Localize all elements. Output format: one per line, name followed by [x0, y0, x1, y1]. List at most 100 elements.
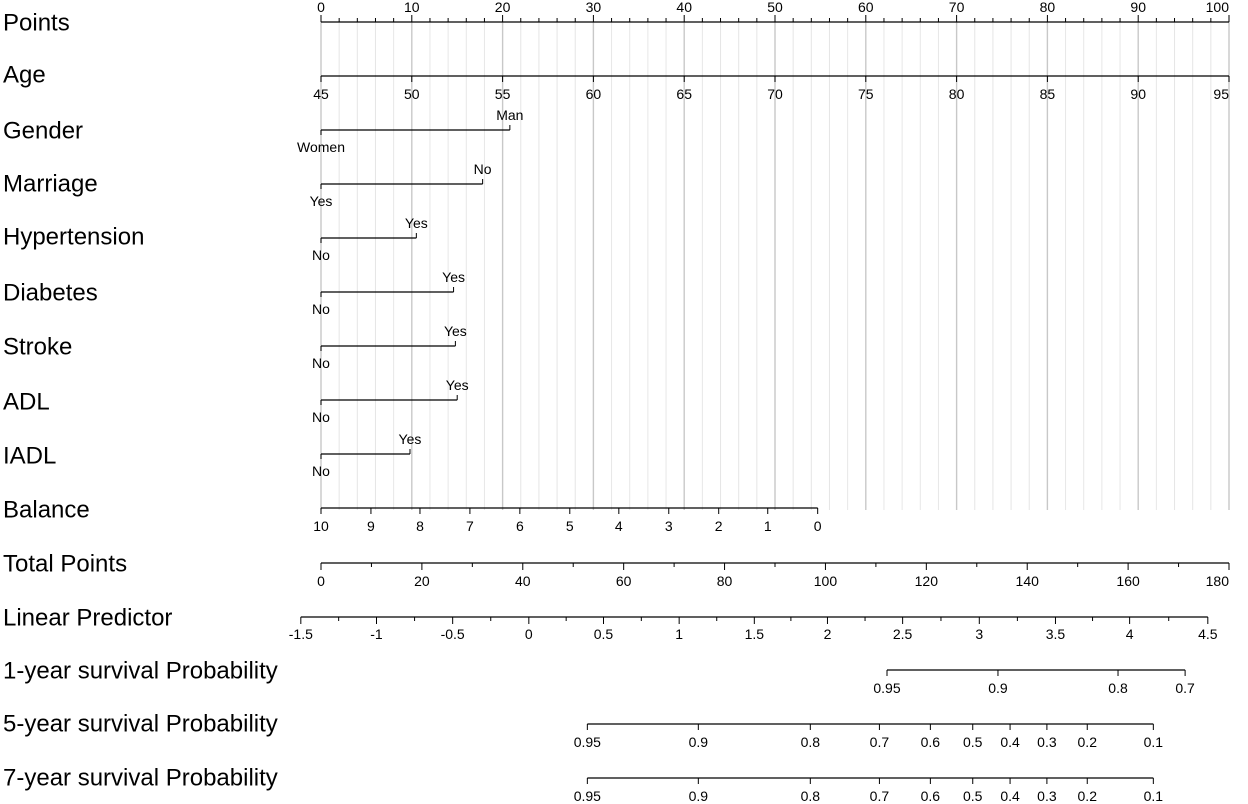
scale-label: 1-year survival Probability	[3, 657, 278, 684]
tick-label: No	[312, 463, 330, 479]
scale-label: 5-year survival Probability	[3, 710, 278, 737]
scale-label: ADL	[3, 388, 50, 415]
tick-label: 0.1	[1144, 788, 1164, 804]
tick-label: -0.5	[441, 626, 465, 642]
tick-label: 80	[1040, 0, 1056, 15]
tick-label: 4	[615, 518, 623, 534]
tick-label: 160	[1116, 573, 1140, 589]
tick-label: 0.3	[1037, 734, 1057, 750]
tick-label: Yes	[399, 431, 422, 447]
tick-label: 0.6	[921, 734, 941, 750]
tick-label: 0.7	[1175, 680, 1195, 696]
tick-label: -1	[370, 626, 383, 642]
tick-label: 5	[566, 518, 574, 534]
tick-label: 0.7	[870, 788, 890, 804]
tick-label: 2	[715, 518, 723, 534]
tick-label: 1	[764, 518, 772, 534]
tick-label: 85	[1040, 86, 1056, 102]
tick-label: 90	[1130, 86, 1146, 102]
tick-label: 65	[676, 86, 692, 102]
scale-label: 7-year survival Probability	[3, 764, 278, 791]
tick-label: 0.1	[1144, 734, 1164, 750]
tick-label: 40	[676, 0, 692, 15]
tick-label: 75	[858, 86, 874, 102]
tick-label: 8	[416, 518, 424, 534]
tick-label: 0.9	[689, 788, 709, 804]
tick-label: Yes	[442, 269, 465, 285]
tick-label: 0.6	[921, 788, 941, 804]
tick-label: 0.95	[873, 680, 900, 696]
tick-label: 100	[814, 573, 838, 589]
tick-label: No	[312, 247, 330, 263]
tick-label: 50	[767, 0, 783, 15]
tick-label: 0	[317, 573, 325, 589]
scale-label: Marriage	[3, 170, 98, 197]
tick-label: 30	[586, 0, 602, 15]
tick-label: 60	[858, 0, 874, 15]
tick-label: 0	[525, 626, 533, 642]
scale-label: Hypertension	[3, 223, 144, 250]
tick-label: 180	[1206, 573, 1230, 589]
tick-label: 6	[516, 518, 524, 534]
scale-label: Age	[3, 61, 46, 88]
tick-label: 80	[949, 86, 965, 102]
tick-label: 60	[586, 86, 602, 102]
scale-label: Gender	[3, 117, 83, 144]
tick-label: 10	[313, 518, 329, 534]
tick-label: 70	[767, 86, 783, 102]
tick-label: 10	[404, 0, 420, 15]
tick-label: Man	[496, 107, 523, 123]
tick-label: 40	[515, 573, 531, 589]
tick-label: 0.4	[1000, 788, 1020, 804]
tick-label: No	[312, 301, 330, 317]
scale-label: Diabetes	[3, 279, 98, 306]
tick-label: 55	[495, 86, 511, 102]
scale-label: IADL	[3, 442, 56, 469]
tick-label: Yes	[446, 377, 469, 393]
tick-label: 0.5	[963, 788, 983, 804]
tick-label: 0	[317, 0, 325, 15]
tick-label: Yes	[310, 193, 333, 209]
tick-label: 3	[975, 626, 983, 642]
scale-label: Total Points	[3, 550, 127, 577]
tick-label: -1.5	[289, 626, 313, 642]
tick-label: 0.5	[594, 626, 614, 642]
tick-label: 0.9	[689, 734, 709, 750]
tick-label: 0.9	[988, 680, 1008, 696]
tick-label: 0.5	[963, 734, 983, 750]
tick-label: Women	[297, 139, 345, 155]
tick-label: 9	[367, 518, 375, 534]
tick-label: 1	[675, 626, 683, 642]
tick-label: 140	[1016, 573, 1040, 589]
tick-label: No	[474, 161, 492, 177]
tick-label: 2	[824, 626, 832, 642]
tick-label: 0.8	[1108, 680, 1128, 696]
tick-label: No	[312, 355, 330, 371]
tick-label: 0.3	[1037, 788, 1057, 804]
tick-label: 120	[915, 573, 939, 589]
tick-label: 0.2	[1078, 734, 1098, 750]
tick-label: No	[312, 409, 330, 425]
tick-label: 0	[814, 518, 822, 534]
tick-label: 0.95	[574, 788, 601, 804]
tick-label: Yes	[444, 323, 467, 339]
tick-label: 4	[1126, 626, 1134, 642]
tick-label: 45	[313, 86, 329, 102]
tick-label: 0.7	[870, 734, 890, 750]
tick-label: 90	[1130, 0, 1146, 15]
tick-label: 20	[414, 573, 430, 589]
tick-label: Yes	[405, 215, 428, 231]
scale-label: Stroke	[3, 333, 72, 360]
tick-label: 70	[949, 0, 965, 15]
tick-label: 60	[616, 573, 632, 589]
tick-label: 20	[495, 0, 511, 15]
tick-label: 2.5	[893, 626, 913, 642]
tick-label: 1.5	[745, 626, 765, 642]
tick-label: 50	[404, 86, 420, 102]
tick-label: 0.8	[801, 788, 821, 804]
tick-label: 80	[717, 573, 733, 589]
tick-label: 0.8	[801, 734, 821, 750]
tick-label: 0.95	[574, 734, 601, 750]
